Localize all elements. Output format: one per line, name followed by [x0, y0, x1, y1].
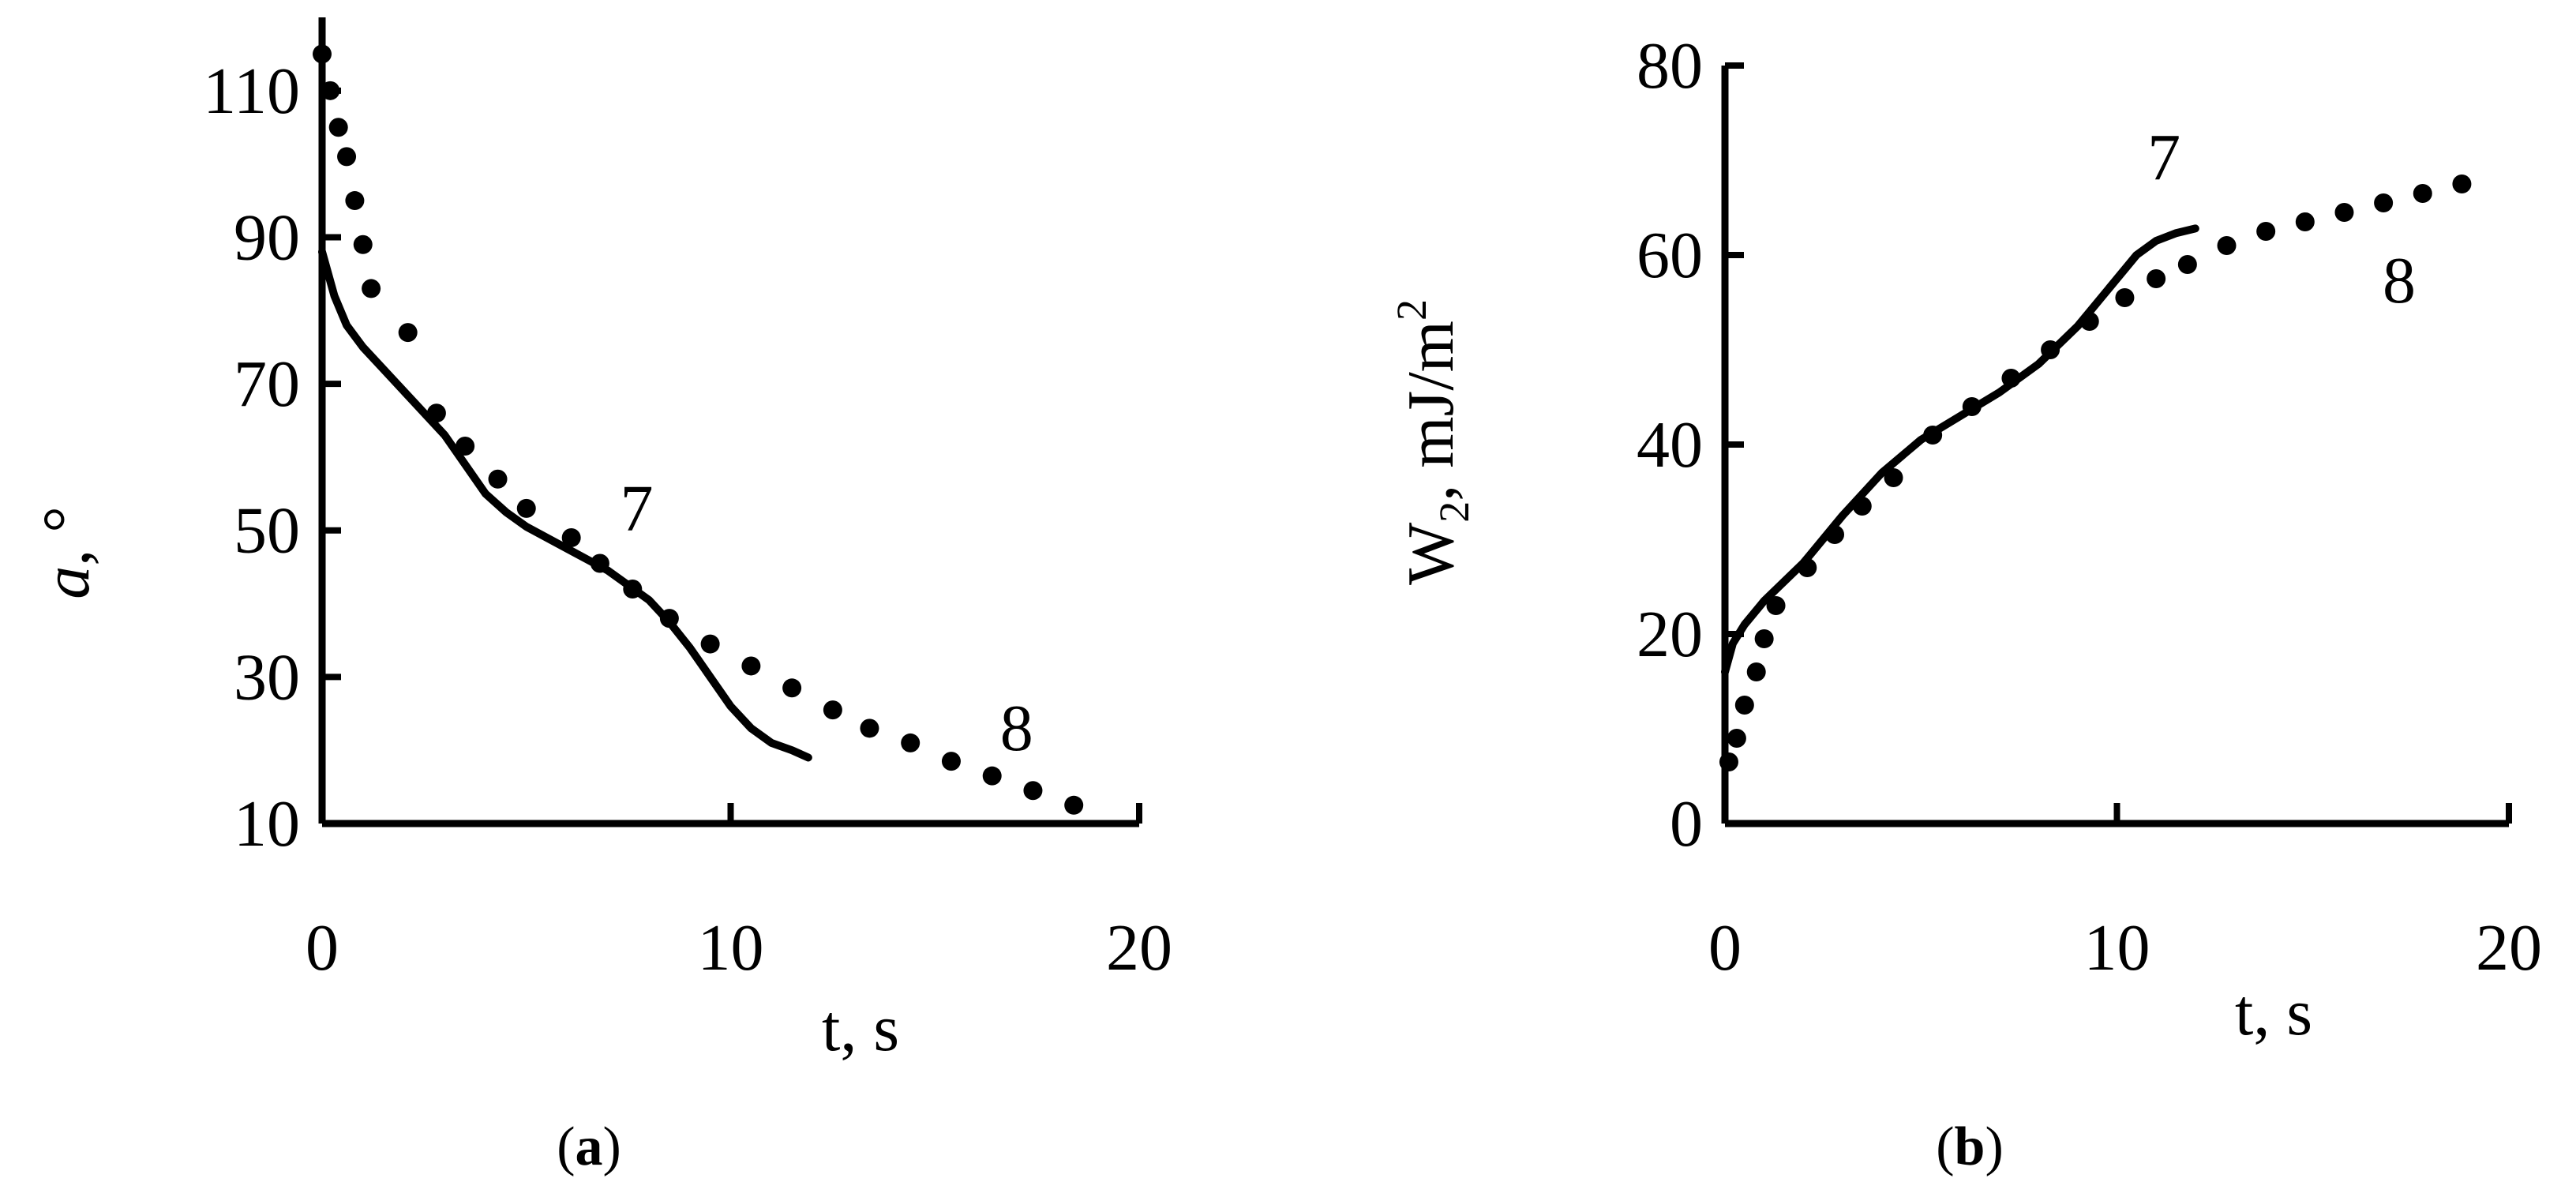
panel-b-series-8-point: [1734, 696, 1754, 715]
panel-a-series-8-point: [345, 191, 365, 211]
panel-a-letter: a: [576, 1116, 603, 1177]
panel-a-series-8-point: [590, 553, 609, 573]
panel-a-y-tick-label: 50: [234, 494, 300, 568]
panel-b-series-8-point: [2041, 340, 2060, 359]
panel-a-series-8-point: [488, 469, 508, 489]
panel-b-x-tick-label: 0: [1708, 911, 1742, 985]
panel-a-series-7-line: [318, 248, 812, 762]
panel-a-series-8-point: [1064, 795, 1084, 815]
panel-b-series-8-point: [2452, 174, 2472, 193]
panel-a-series-8-point: [982, 766, 1002, 786]
panel-a-series-8-point: [328, 118, 348, 137]
panel-b-x-axis-title: t, s: [2235, 976, 2312, 1049]
panel-a-series-8-points: [313, 44, 1084, 815]
panel-a-series-label: 8: [1000, 692, 1033, 765]
panel-a-x-tick-label: 0: [306, 911, 339, 985]
panel-b-series-label: 8: [2383, 244, 2416, 317]
panel-b-series-8-point: [2079, 312, 2099, 331]
panel-b-series-8-point: [2334, 203, 2354, 222]
panel-a-y-tick-label: 70: [234, 347, 300, 421]
panel-b-y-tick-label: 60: [1637, 219, 1703, 292]
panel-a-y-tick-label: 90: [234, 201, 300, 274]
panel-b-series-8-point: [2413, 184, 2432, 203]
panel-b-series-8-point: [1962, 397, 1982, 416]
panel-a-series-8-point: [901, 733, 921, 752]
panel-b-tick-labels: 0 20 40 60 80 0 10 20: [1637, 29, 2542, 985]
panel-b-series-8-point: [1884, 468, 1903, 487]
panel-b-series-8-point: [1727, 729, 1746, 748]
panel-a-y-tick-label: 10: [234, 787, 300, 861]
panel-a-series-labels: 78: [620, 472, 1033, 765]
panel-b-series-8-point: [2001, 369, 2021, 388]
panel-a-series-8-point: [313, 44, 332, 64]
panel-a-series-8-point: [426, 403, 446, 423]
panel-a-series-8-point: [321, 81, 340, 100]
panel-a-series-8-point: [860, 719, 879, 738]
panel-a-y-axis-unit: , °: [30, 506, 103, 566]
panel-a-series-8-point: [516, 498, 536, 518]
panel-b-series-7-line: [1721, 224, 2199, 676]
panel-a-series-8-point: [782, 678, 802, 698]
panel-a-series-8-point: [1023, 781, 1043, 801]
panel-b-y-axis-subscript: 2: [1430, 501, 1478, 523]
panel-a-x-axis-title: t, s: [822, 992, 899, 1065]
panel-a-series-8-point: [700, 634, 720, 654]
panel-a-x-tick-label: 10: [698, 911, 764, 985]
panel-b-series-8-point: [1852, 497, 1872, 516]
panel-a-series-8-point: [741, 656, 761, 676]
panel-b-series-8-point: [1746, 662, 1766, 681]
panel-a-series-8-point: [456, 436, 475, 456]
panel-b-y-axis-symbol: W: [1394, 522, 1468, 585]
panel-a-y-tick-label: 30: [234, 640, 300, 714]
panel-b-series-8-point: [1923, 426, 1943, 445]
panel-b-series-8-point: [2115, 288, 2135, 307]
panel-a-y-axis-title: a, °: [30, 506, 103, 599]
panel-b-series-8-point: [2374, 193, 2394, 212]
panel-b-y-tick-label: 80: [1637, 29, 1703, 103]
panel-b-series-8-point: [2256, 222, 2276, 241]
panel-a-series-8-point: [398, 323, 418, 343]
panel-a-series-8-point: [362, 279, 381, 298]
panel-b-series-8-point: [1825, 525, 1845, 544]
panel-a-x-tick-label: 20: [1106, 911, 1172, 985]
panel-a-series-8-point: [823, 700, 842, 720]
panel-b-series-8-point: [1798, 558, 1817, 577]
panel-a-series-label: 7: [620, 472, 653, 546]
panel-b-series-labels: 78: [2147, 121, 2416, 317]
panel-b-label: (b): [1936, 1116, 2004, 1177]
panel-a-series-8-point: [353, 235, 373, 254]
panel-b-series-8-point: [1719, 752, 1738, 771]
panel-b-series-8-point: [1754, 629, 1774, 648]
panel-b-series-8-point: [2177, 255, 2197, 274]
panel-a-plot-area: [313, 17, 1142, 827]
panel-a-series-8-point: [337, 147, 357, 167]
panel-b-x-tick-label: 10: [2084, 911, 2150, 985]
panel-b-series-8-point: [2217, 236, 2237, 255]
panel-b-x-tick-label: 20: [2476, 911, 2542, 985]
panel-b-series-label: 7: [2147, 121, 2180, 194]
panel-b-y-tick-label: 40: [1637, 408, 1703, 482]
panel-a-series-8-point: [623, 579, 643, 598]
panel-b-series-8-point: [2295, 212, 2315, 231]
panel-a-label: (a): [557, 1116, 621, 1177]
panel-b-y-axis-superscript: 2: [1388, 299, 1435, 321]
panel-b-y-tick-label: 20: [1637, 598, 1703, 671]
panel-b-y-axis-unit: , mJ/m: [1394, 321, 1468, 501]
panel-b-y-axis-title: W2, mJ/m2: [1388, 299, 1478, 585]
panel-a-series-8-point: [561, 528, 581, 548]
panel-b-series-8-point: [1766, 596, 1786, 615]
panel-a-y-tick-label: 110: [203, 54, 300, 128]
panel-a-y-axis-symbol: a: [30, 566, 103, 599]
panel-b-letter: b: [1955, 1116, 1985, 1177]
panel-b-plot-area: [1719, 62, 2512, 827]
panel-a-series-8-point: [659, 609, 679, 629]
panel-b-series-8-points: [1719, 174, 2472, 771]
panel-b-y-tick-label: 0: [1670, 787, 1703, 861]
panel-a-series-8-point: [941, 752, 961, 771]
panel-b-series-8-point: [2147, 269, 2166, 288]
